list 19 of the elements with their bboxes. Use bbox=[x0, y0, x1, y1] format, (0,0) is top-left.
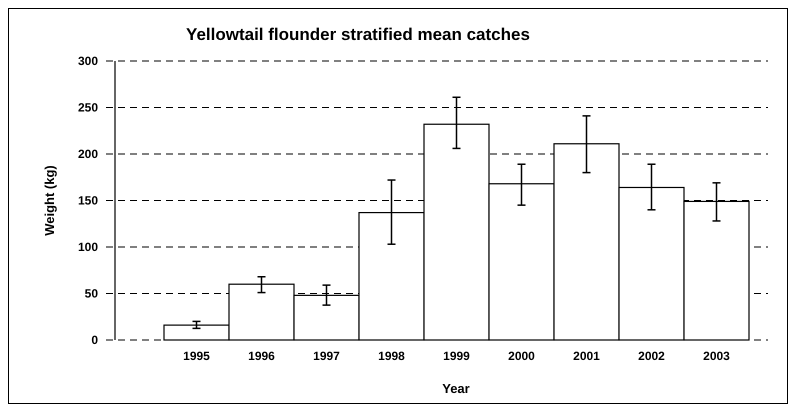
y-tick-label: 300 bbox=[78, 54, 98, 68]
y-tick-label: 150 bbox=[78, 194, 98, 208]
x-tick-label: 2001 bbox=[573, 349, 600, 363]
y-tick-label: 50 bbox=[84, 286, 98, 301]
y-tick-label: 200 bbox=[78, 147, 98, 162]
x-tick-label: 2000 bbox=[508, 349, 536, 363]
x-tick-label: 1997 bbox=[313, 349, 340, 363]
y-tick-label: 250 bbox=[78, 100, 98, 115]
y-axis-title: Weight (kg) bbox=[42, 165, 57, 236]
x-tick-label: 2002 bbox=[638, 349, 666, 363]
x-tick-label: 1995 bbox=[183, 349, 210, 363]
x-axis-title: Year bbox=[442, 381, 470, 396]
x-tick-label: 1996 bbox=[248, 349, 276, 363]
x-tick-label: 1998 bbox=[378, 349, 406, 363]
x-tick-label: 2003 bbox=[703, 349, 730, 363]
y-tick-label: 0 bbox=[91, 333, 98, 348]
chart-title: Yellowtail flounder stratified mean catches bbox=[186, 25, 530, 44]
x-tick-label: 1999 bbox=[443, 349, 470, 363]
y-tick-label: 100 bbox=[78, 240, 98, 254]
